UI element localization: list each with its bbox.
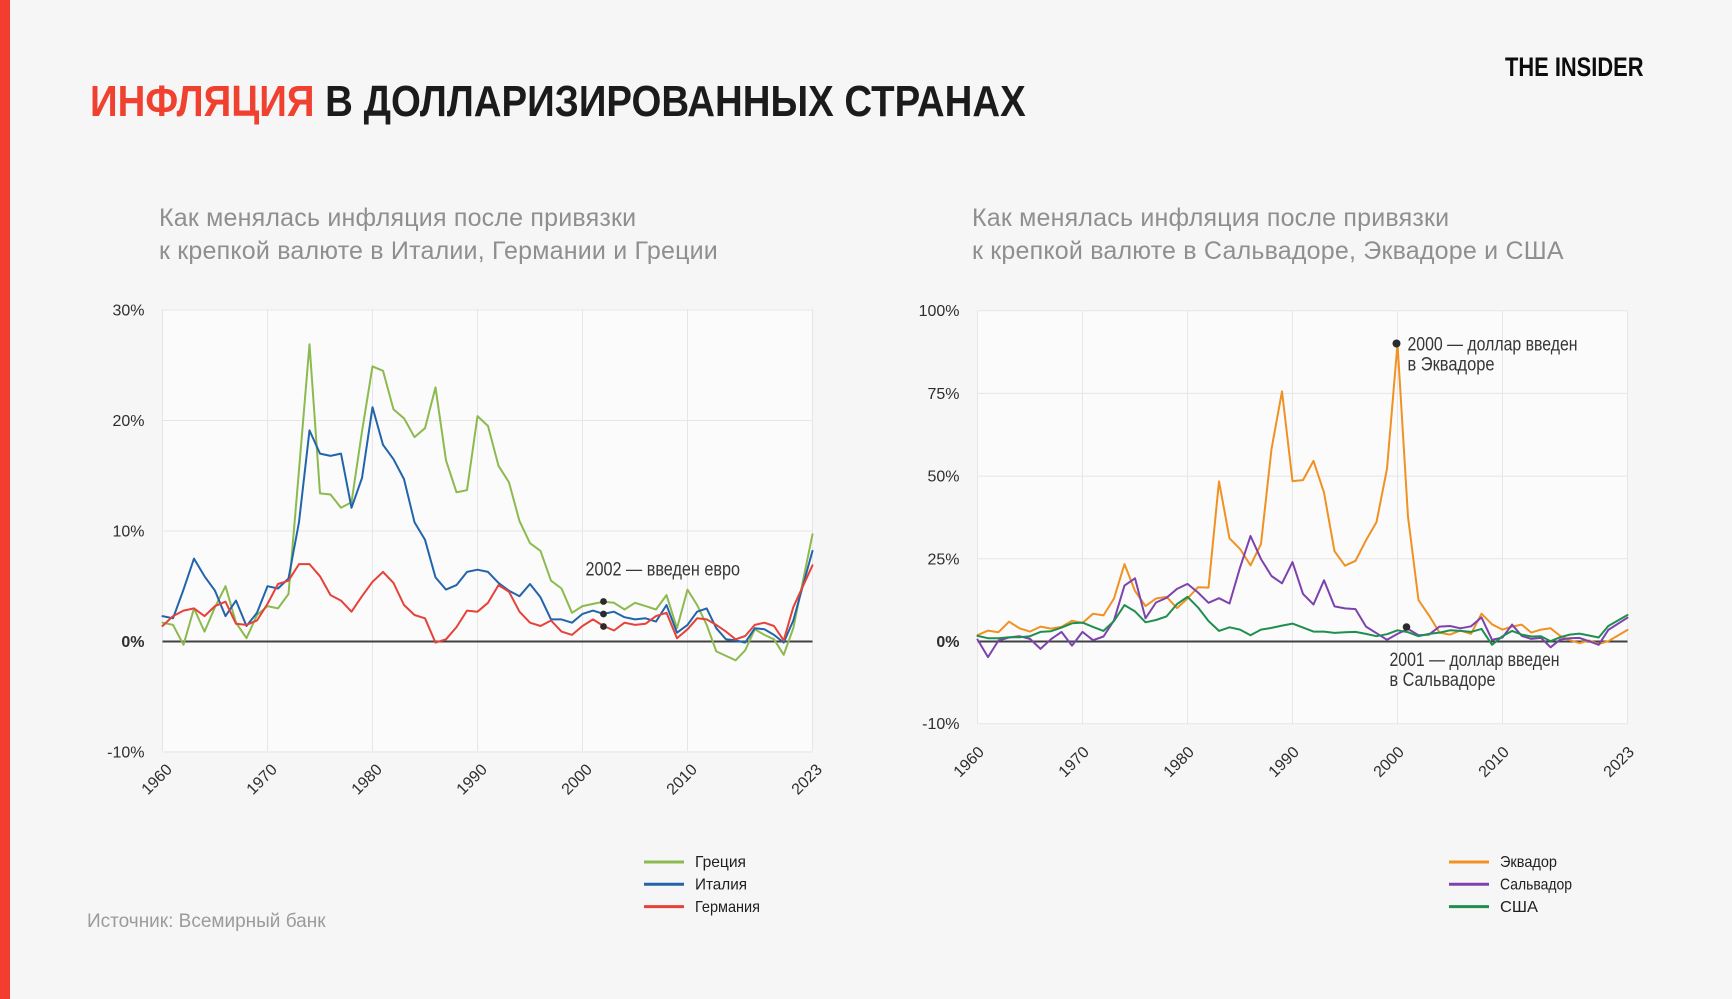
svg-text:1990: 1990: [454, 761, 491, 798]
svg-text:2010: 2010: [1476, 744, 1513, 781]
svg-text:75%: 75%: [927, 386, 959, 403]
svg-text:1970: 1970: [1056, 744, 1093, 781]
svg-text:США: США: [1500, 899, 1538, 916]
svg-text:2000: 2000: [559, 761, 596, 798]
svg-text:25%: 25%: [927, 551, 959, 568]
svg-text:Германия: Германия: [695, 899, 760, 916]
svg-text:2000: 2000: [1371, 744, 1408, 781]
svg-text:100%: 100%: [919, 303, 960, 320]
svg-text:1980: 1980: [349, 761, 386, 798]
svg-text:2023: 2023: [789, 761, 826, 798]
svg-text:0%: 0%: [121, 634, 144, 651]
svg-text:1990: 1990: [1266, 744, 1303, 781]
svg-text:-10%: -10%: [922, 716, 959, 733]
svg-text:Сальвадор: Сальвадор: [1500, 877, 1572, 894]
svg-text:30%: 30%: [112, 303, 144, 320]
svg-text:10%: 10%: [112, 524, 144, 541]
svg-text:1970: 1970: [244, 761, 281, 798]
svg-text:Эквадор: Эквадор: [1500, 854, 1557, 871]
svg-text:2023: 2023: [1601, 744, 1638, 781]
svg-text:Италия: Италия: [695, 877, 747, 894]
svg-text:1960: 1960: [139, 761, 176, 798]
svg-text:2010: 2010: [664, 761, 701, 798]
svg-text:в Сальвадоре: в Сальвадоре: [1390, 670, 1496, 691]
svg-text:20%: 20%: [112, 413, 144, 430]
svg-text:2002 — введен евро: 2002 — введен евро: [586, 560, 741, 581]
svg-text:в Эквадоре: в Эквадоре: [1408, 355, 1495, 376]
svg-text:50%: 50%: [927, 469, 959, 486]
svg-text:-10%: -10%: [107, 745, 144, 762]
svg-text:2001 — доллар введен: 2001 — доллар введен: [1390, 650, 1560, 671]
svg-text:1980: 1980: [1161, 744, 1198, 781]
svg-text:0%: 0%: [936, 634, 959, 651]
svg-text:Греция: Греция: [695, 854, 746, 871]
svg-text:1960: 1960: [951, 744, 988, 781]
svg-text:2000 — доллар введен: 2000 — доллар введен: [1408, 335, 1578, 356]
